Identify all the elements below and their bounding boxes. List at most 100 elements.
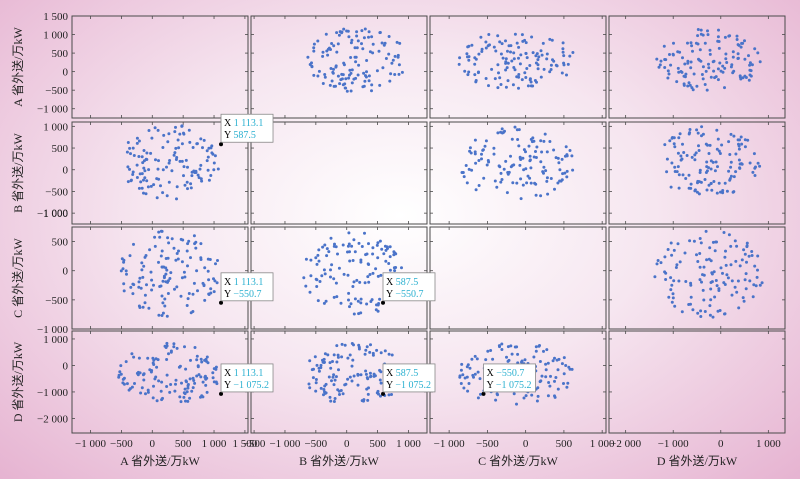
- scatter-point: [701, 65, 705, 69]
- scatter-point: [142, 264, 146, 268]
- scatter-point: [331, 71, 335, 75]
- scatter-point: [671, 292, 675, 296]
- scatter-point: [534, 193, 538, 197]
- data-tip-x-value: 587.5: [396, 277, 419, 288]
- y-axis-labels: 1 500 1 000 500 0 −500 −1 000 A 省外送/万kW 1 000 50…: [10, 11, 69, 425]
- x-tick-label: −1 000: [75, 438, 106, 450]
- scatter-point: [736, 52, 740, 56]
- scatter-point: [743, 145, 747, 149]
- scatter-point: [172, 345, 176, 349]
- scatter-point: [314, 389, 318, 393]
- scatter-point: [160, 314, 164, 317]
- scatter-point: [518, 62, 522, 66]
- scatter-point: [346, 273, 350, 277]
- scatter-point: [493, 77, 497, 81]
- scatter-point: [499, 83, 503, 86]
- scatter-point: [143, 301, 147, 305]
- scatter-point: [379, 381, 383, 385]
- y-axis-title-D: D 省外送/万kW: [10, 341, 25, 422]
- panel-frame: [608, 15, 786, 119]
- scatter-point: [350, 244, 354, 248]
- scatter-point: [316, 74, 320, 78]
- scatter-point: [333, 378, 337, 382]
- scatter-point: [338, 393, 341, 396]
- scatter-point: [196, 173, 200, 177]
- scatter-point: [473, 354, 477, 358]
- scatter-point: [713, 295, 717, 299]
- scatter-point: [364, 348, 368, 352]
- scatter-point: [474, 80, 478, 84]
- scatter-point: [121, 377, 125, 381]
- scatter-point: [322, 268, 326, 272]
- scatter-point: [353, 55, 357, 59]
- scatter-point: [124, 360, 128, 364]
- scatter-point: [512, 66, 516, 69]
- scatter-point: [676, 66, 680, 70]
- scatter-point: [738, 264, 742, 268]
- scatter-point: [307, 382, 311, 386]
- scatter-point: [359, 301, 363, 305]
- scatter-point: [363, 27, 367, 31]
- x-tick-label: −500: [304, 438, 327, 450]
- data-tip-x-row: X 587.5: [386, 277, 418, 288]
- scatter-point: [379, 273, 383, 277]
- scatter-point: [712, 180, 716, 183]
- scatter-point: [699, 315, 703, 318]
- scatter-point: [480, 50, 484, 53]
- scatter-point: [365, 302, 369, 306]
- scatter-point: [129, 152, 132, 156]
- scatter-point: [175, 197, 178, 201]
- scatter-point: [683, 251, 687, 255]
- data-tip-y-key: Y: [224, 130, 233, 141]
- scatter-point: [199, 258, 203, 261]
- scatter-point: [745, 244, 749, 248]
- scatter-point: [365, 59, 369, 62]
- y-tick-label: −500: [45, 295, 68, 307]
- scatter-point: [346, 377, 350, 381]
- scatter-point: [562, 54, 566, 58]
- panel-frame: [608, 330, 786, 434]
- scatter-point: [760, 281, 764, 285]
- scatter-point: [332, 44, 336, 48]
- scatter-point: [146, 185, 150, 189]
- scatter-point: [519, 197, 523, 201]
- scatter-point: [316, 299, 320, 303]
- scatter-point: [483, 144, 487, 148]
- scatter-point: [132, 154, 136, 157]
- scatter-point: [696, 28, 700, 31]
- scatter-point: [340, 355, 344, 359]
- scatter-point: [335, 31, 339, 35]
- scatter-point: [555, 358, 559, 362]
- scatter-point: [568, 54, 572, 58]
- scatter-point: [716, 35, 720, 39]
- scatter-point: [346, 356, 350, 360]
- scatter-point: [499, 130, 503, 134]
- scatter-point: [704, 229, 708, 233]
- scatter-point: [142, 166, 146, 170]
- scatter-point: [550, 38, 554, 42]
- scatter-point: [362, 36, 366, 40]
- scatter-point: [186, 187, 189, 191]
- scatter-point: [730, 279, 734, 283]
- y-tick-label: −1 000: [37, 387, 68, 399]
- scatter-point: [199, 242, 203, 246]
- scatter-point: [672, 279, 676, 283]
- scatter-point: [684, 280, 688, 283]
- scatter-point: [395, 40, 399, 44]
- scatter-point: [189, 256, 192, 260]
- scatter-point: [734, 170, 738, 174]
- scatter-point: [531, 84, 535, 88]
- scatter-point: [705, 188, 709, 192]
- scatter-point: [337, 266, 341, 270]
- scatter-point: [517, 144, 521, 148]
- scatter-point: [526, 174, 530, 178]
- scatter-point: [304, 257, 308, 261]
- scatter-point: [325, 247, 329, 251]
- scatter-point: [476, 71, 480, 75]
- scatter-point: [142, 191, 145, 195]
- scatter-point: [341, 73, 345, 77]
- data-tip-y-row: Y −1 075.2: [487, 380, 532, 391]
- scatter-point: [173, 151, 177, 155]
- scatter-point: [335, 50, 339, 54]
- scatter-point: [363, 231, 366, 235]
